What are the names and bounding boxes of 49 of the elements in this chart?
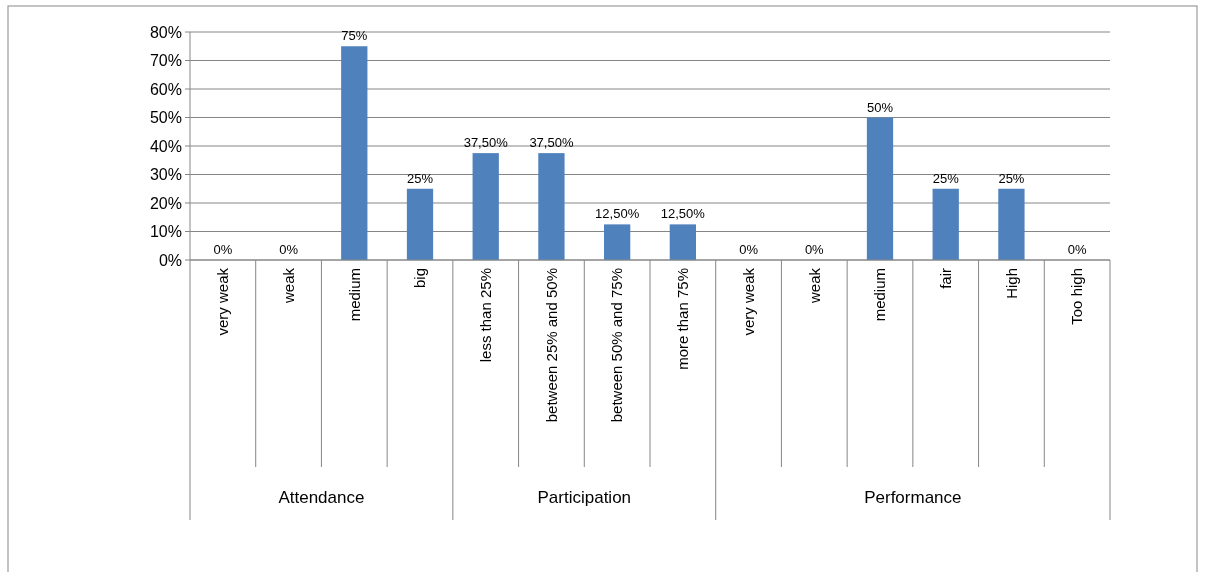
data-label: 0%: [804, 242, 825, 257]
y-tick-label: 0%: [158, 251, 182, 269]
y-tick-label: 50%: [149, 109, 182, 127]
data-label: 12,50%: [660, 206, 706, 222]
bar: [341, 46, 368, 260]
bar: [472, 153, 499, 260]
x-tick-label: between 25% and 50%: [542, 268, 560, 423]
data-label: 37,50%: [463, 135, 509, 151]
x-tick-label: medium: [871, 268, 889, 322]
x-tick-label: between 50% and 75%: [608, 268, 626, 423]
x-tick-label: fair: [936, 268, 954, 289]
data-label: 0%: [213, 242, 233, 257]
data-label: 12,50%: [595, 206, 640, 222]
bar: [998, 188, 1025, 260]
y-tick-label: 30%: [149, 166, 182, 184]
bar: [538, 153, 565, 260]
bar: [604, 224, 631, 260]
y-tick-label: 10%: [149, 223, 182, 241]
x-tick-label: very weak: [214, 267, 232, 336]
y-tick-label: 60%: [149, 80, 182, 98]
data-label: 0%: [279, 242, 299, 257]
data-label: 0%: [739, 242, 759, 257]
y-tick-label: 70%: [149, 52, 182, 70]
y-tick-label: 20%: [149, 194, 182, 212]
data-label: 50%: [866, 99, 894, 115]
text: Participation: [537, 487, 632, 507]
x-tick-label: big: [411, 268, 429, 289]
bar: [866, 117, 894, 260]
y-tick-label: 80%: [149, 23, 182, 41]
x-tick-label: weak: [279, 267, 297, 305]
x-tick-label: High: [1002, 268, 1020, 299]
x-tick-label: less than 25%: [476, 268, 494, 363]
text: Attendance: [278, 487, 365, 507]
text: Performance: [864, 487, 962, 507]
y-tick-label: 40%: [149, 137, 182, 155]
x-tick-label: medium: [345, 268, 363, 322]
x-tick-label: very weak: [739, 267, 757, 336]
data-label: 37,50%: [529, 135, 574, 151]
data-label: 75%: [341, 28, 368, 44]
x-tick-label: Too high: [1068, 268, 1086, 325]
data-label: 25%: [406, 170, 434, 186]
data-label: 25%: [998, 170, 1025, 186]
bar: [406, 188, 434, 260]
bar: [669, 224, 696, 260]
data-label: 25%: [932, 170, 960, 186]
data-label: 0%: [1067, 242, 1087, 257]
bar: [932, 188, 959, 260]
x-tick-label: weak: [805, 267, 823, 305]
x-tick-label: more than 75%: [674, 268, 692, 370]
